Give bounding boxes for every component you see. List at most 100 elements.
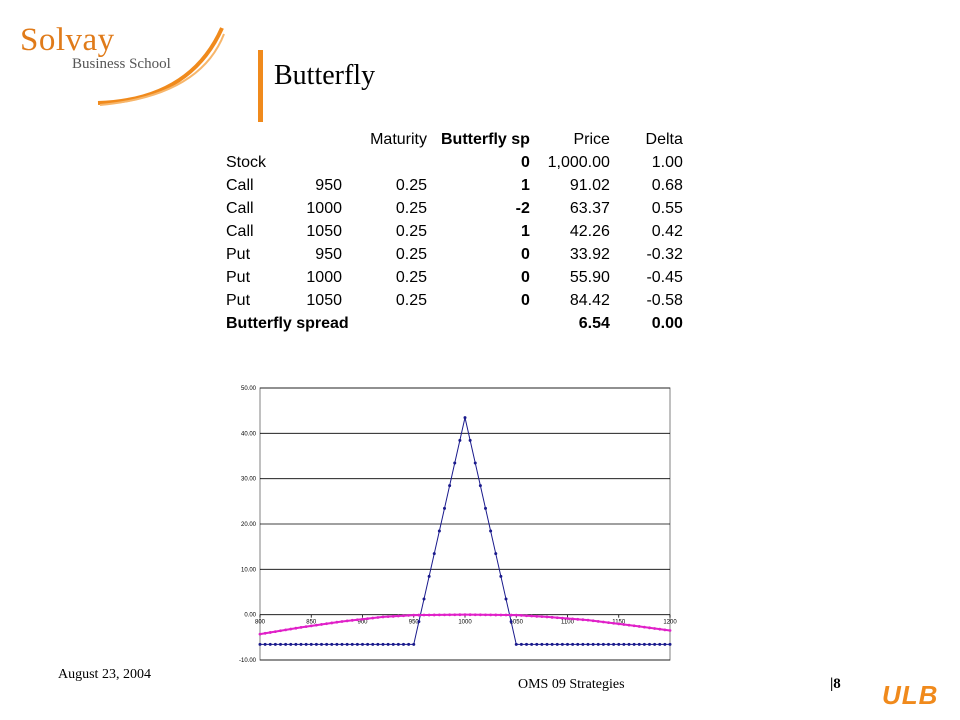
cell: 0.25	[395, 199, 427, 217]
cell: 0.55	[651, 199, 683, 217]
footer-title: OMS 09 Strategies	[518, 677, 625, 692]
data-point	[361, 617, 364, 621]
data-point	[622, 642, 626, 646]
data-point	[519, 614, 523, 617]
data-point	[432, 552, 436, 556]
data-point	[355, 618, 359, 622]
cell: 55.90	[569, 268, 610, 286]
data-point	[330, 642, 334, 646]
data-point	[437, 613, 441, 617]
data-point	[309, 642, 313, 646]
data-point	[443, 506, 446, 510]
data-point	[335, 620, 339, 624]
data-point	[555, 616, 559, 620]
logo-name: Solvay	[20, 22, 115, 58]
cell: -0.58	[646, 291, 683, 309]
data-point	[632, 624, 636, 628]
data-point	[381, 615, 385, 619]
data-point	[391, 614, 395, 618]
data-point	[494, 552, 498, 556]
page-number: |8	[830, 676, 841, 692]
x-tick-label: 1100	[561, 620, 575, 626]
data-point	[412, 613, 416, 617]
slide-title: Butterfly	[274, 60, 376, 91]
data-point	[499, 574, 503, 578]
data-point	[540, 642, 544, 646]
table-row: Put 1000 0.25 0 55.90 -0.45	[226, 266, 683, 289]
data-point	[545, 642, 549, 646]
data-point	[648, 626, 651, 630]
data-point	[304, 642, 308, 646]
data-point	[489, 529, 493, 533]
data-point	[437, 529, 441, 533]
data-point	[366, 642, 370, 646]
data-point	[637, 625, 641, 628]
data-point	[268, 642, 272, 646]
cell: Call	[226, 199, 254, 217]
data-point	[617, 642, 621, 646]
data-point	[458, 438, 462, 442]
y-tick-label: 30.00	[241, 477, 257, 483]
data-point	[607, 642, 610, 646]
data-point	[314, 642, 318, 646]
cell: -2	[515, 199, 530, 217]
cell: 33.92	[569, 245, 610, 263]
data-point	[509, 620, 513, 624]
data-point	[596, 642, 600, 646]
data-point	[448, 484, 452, 488]
cell: -0.45	[646, 268, 683, 286]
data-point	[514, 613, 518, 617]
x-tick-label: 900	[357, 620, 368, 626]
cell: 0.25	[395, 245, 427, 263]
table-row: Put 1050 0.25 0 84.42 -0.58	[226, 289, 683, 312]
data-point	[427, 574, 431, 578]
cell: 950	[315, 245, 342, 263]
data-point	[648, 642, 651, 646]
data-point	[396, 642, 400, 646]
data-point	[402, 642, 405, 646]
data-point	[571, 642, 575, 646]
data-point	[386, 615, 390, 619]
data-point	[530, 614, 534, 618]
data-point	[591, 642, 595, 646]
data-point	[453, 613, 457, 617]
data-point	[371, 642, 375, 646]
cell: 1	[521, 176, 530, 194]
cell	[292, 151, 342, 174]
cell: 1000	[306, 268, 342, 286]
data-point	[263, 642, 267, 646]
data-point	[668, 642, 672, 646]
data-point	[555, 642, 559, 646]
data-point	[519, 642, 523, 646]
data-point	[637, 642, 641, 646]
data-point	[258, 642, 262, 646]
data-point	[468, 613, 472, 617]
header-cell: Delta	[645, 130, 683, 148]
data-point	[525, 642, 528, 646]
data-point	[560, 642, 564, 646]
data-point	[279, 642, 282, 646]
cell: 1000	[306, 199, 342, 217]
y-tick-label: 40.00	[241, 431, 257, 437]
data-point	[350, 618, 354, 622]
data-point	[576, 617, 580, 621]
table-header-row: Maturity Butterfly sp Price Delta	[226, 128, 683, 151]
cell: 0.25	[395, 176, 427, 194]
data-point	[422, 613, 426, 617]
data-point	[304, 625, 308, 629]
data-point	[601, 642, 605, 646]
data-point	[320, 623, 323, 626]
series-line	[260, 417, 670, 645]
data-point	[658, 627, 662, 631]
ulb-logo: ULB	[882, 680, 939, 710]
data-point	[273, 630, 277, 634]
data-point	[535, 642, 539, 646]
data-point	[330, 621, 334, 625]
table-row: Put 950 0.25 0 33.92 -0.32	[226, 243, 683, 266]
data-point	[273, 642, 277, 646]
header-cell	[292, 128, 342, 151]
cell: 1050	[306, 222, 342, 240]
data-point	[494, 613, 498, 617]
cell: 63.37	[569, 199, 610, 217]
cell: Put	[226, 245, 251, 263]
